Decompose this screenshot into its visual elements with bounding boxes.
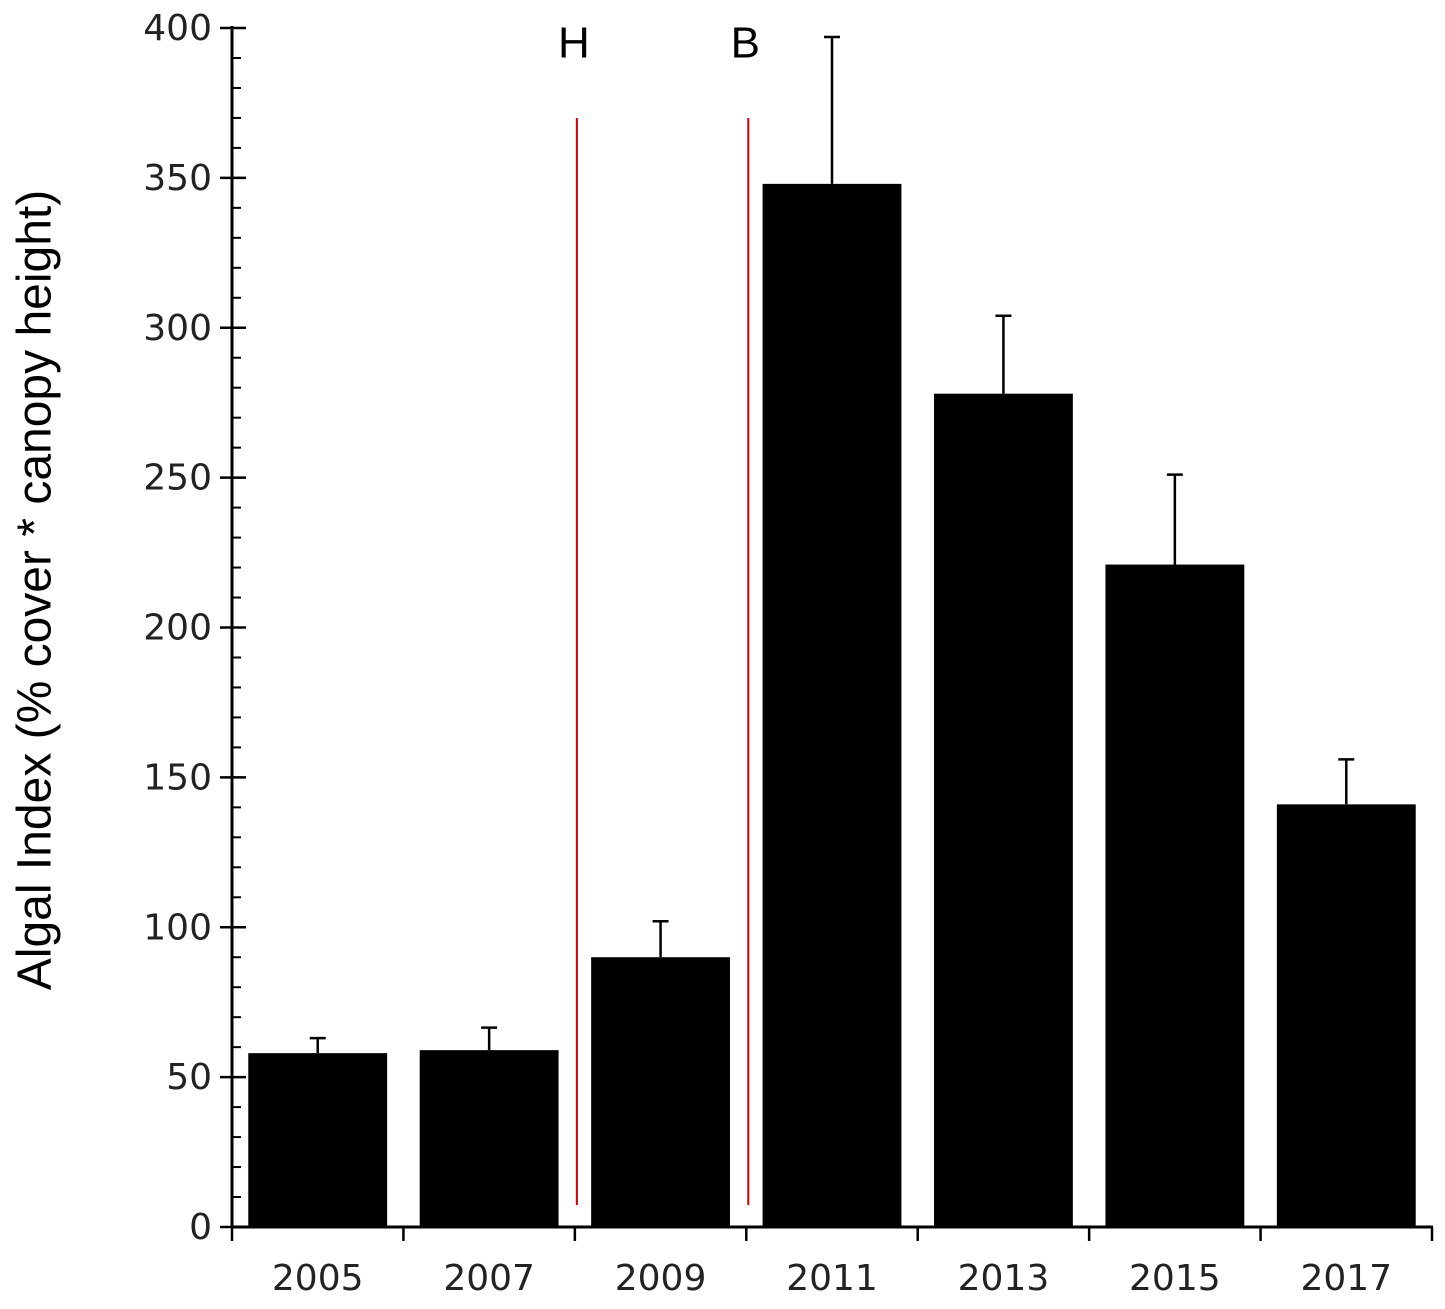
x-tick-label: 2017 xyxy=(1300,1258,1392,1299)
bar xyxy=(419,1050,559,1227)
y-tick-label: 50 xyxy=(166,1057,212,1098)
y-tick-label: 0 xyxy=(189,1207,212,1248)
bar xyxy=(1105,564,1245,1227)
y-tick-label: 100 xyxy=(143,907,212,948)
x-tick-label: 2011 xyxy=(786,1258,878,1299)
x-tick-label: 2005 xyxy=(272,1258,364,1299)
x-tick-label: 2009 xyxy=(615,1258,707,1299)
y-tick-label: 200 xyxy=(143,608,212,649)
annotation-label: H xyxy=(558,19,590,68)
bar xyxy=(591,957,730,1227)
x-tick-label: 2013 xyxy=(958,1258,1050,1299)
y-tick-label: 250 xyxy=(143,458,212,499)
bar xyxy=(934,393,1073,1227)
bar xyxy=(248,1053,388,1227)
y-axis-label: Algal Index (% cover * canopy height) xyxy=(9,190,62,990)
x-tick-label: 2015 xyxy=(1129,1258,1221,1299)
y-tick-label: 150 xyxy=(143,757,212,798)
bar xyxy=(762,183,902,1227)
annotation-label: B xyxy=(731,19,760,68)
x-tick-label: 2007 xyxy=(443,1258,535,1299)
y-tick-label: 300 xyxy=(143,308,212,349)
y-tick-label: 350 xyxy=(143,158,212,199)
bar xyxy=(1276,804,1416,1227)
y-tick-label: 400 xyxy=(143,8,212,49)
